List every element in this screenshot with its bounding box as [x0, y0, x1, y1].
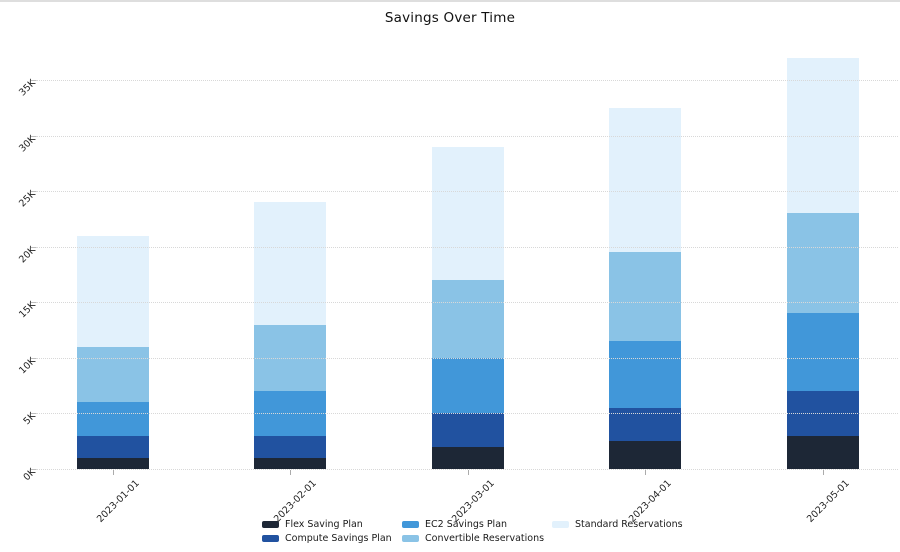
- legend-swatch: [262, 534, 279, 542]
- legend-item-label: Convertible Reservations: [425, 532, 545, 544]
- bar-segment: [786, 391, 859, 436]
- gridline: [36, 302, 898, 304]
- y-axis-tick-label: 25K: [17, 188, 38, 210]
- y-axis-tick: [31, 357, 36, 359]
- gridline: [36, 80, 898, 81]
- bar-segment: [254, 435, 327, 458]
- bar-segment: [786, 213, 859, 314]
- y-axis-tick: [31, 302, 36, 304]
- bar-segment: [786, 435, 859, 469]
- bar-segment: [76, 402, 149, 436]
- legend-item: Convertible Reservations: [402, 532, 544, 544]
- bar-segment: [609, 441, 682, 469]
- legend-item-label: Standard Reservations: [575, 518, 683, 530]
- bar-segment: [431, 146, 504, 281]
- legend-swatch: [402, 520, 419, 528]
- bar-segment: [254, 391, 327, 436]
- y-axis-tick: [31, 191, 36, 193]
- bar-segment: [786, 313, 859, 392]
- legend-swatch: [552, 520, 569, 528]
- x-axis-tick-label: 2023-01-01: [94, 478, 142, 525]
- legend-item: Compute Savings Plan: [262, 532, 392, 544]
- legend-item: Standard Reservations: [552, 518, 683, 530]
- bar-segment: [254, 202, 327, 325]
- legend-swatch: [402, 534, 419, 542]
- y-axis-tick: [31, 246, 36, 248]
- gridline: [36, 469, 898, 470]
- bar-segment: [76, 346, 149, 403]
- legend-item-label: EC2 Savings Plan: [425, 518, 508, 530]
- gridline: [36, 191, 898, 193]
- bar-segment: [431, 446, 504, 469]
- bar-segment: [431, 280, 504, 358]
- chart-title: Savings Over Time: [384, 10, 516, 26]
- legend-item: EC2 Savings Plan: [402, 518, 544, 530]
- y-axis-tick: [31, 469, 36, 470]
- y-axis-tick-label: 35K: [17, 77, 38, 99]
- gridline: [36, 413, 898, 415]
- bar-segment: [609, 407, 682, 442]
- x-axis-tick: [645, 470, 647, 475]
- legend-item-label: Flex Saving Plan: [285, 518, 363, 530]
- x-axis-tick: [822, 470, 824, 475]
- bar-segment: [431, 413, 504, 447]
- bar-segment: [609, 341, 682, 408]
- bar-segment: [254, 324, 327, 392]
- bar-segment: [76, 457, 149, 469]
- y-axis-tick-label: 10K: [17, 355, 38, 377]
- gridline: [36, 357, 898, 359]
- y-axis-tick: [31, 413, 36, 415]
- gridline: [36, 246, 898, 248]
- legend-column: Standard Reservations: [552, 518, 683, 530]
- y-axis-tick-label: 5K: [21, 411, 38, 428]
- legend-column: EC2 Savings Plan Convertible Reservations: [402, 518, 544, 544]
- bar-segment: [76, 235, 149, 347]
- bar-segment: [76, 435, 149, 458]
- x-axis-tick: [290, 470, 292, 475]
- y-axis-tick: [31, 135, 36, 137]
- y-axis-tick-label: 0K: [21, 466, 38, 484]
- legend-item-label: Compute Savings Plan: [285, 532, 392, 544]
- y-axis-tick-label: 30K: [17, 133, 38, 154]
- legend-column: Flex Saving Plan Compute Savings Plan: [262, 518, 392, 544]
- bar-segment: [609, 252, 682, 342]
- y-axis-tick-label: 20K: [17, 244, 38, 266]
- x-axis-tick: [467, 470, 469, 475]
- bar-segment: [431, 357, 504, 414]
- legend-item: Flex Saving Plan: [262, 518, 392, 530]
- legend-swatch: [262, 520, 279, 528]
- x-axis-tick-label: 2023-05-01: [804, 478, 852, 525]
- bar-segment: [254, 457, 327, 469]
- gridline: [36, 135, 898, 137]
- bar-segment: [609, 107, 682, 253]
- y-axis-tick-label: 15K: [17, 299, 38, 321]
- x-axis-tick: [112, 470, 114, 475]
- y-axis-tick: [31, 80, 36, 81]
